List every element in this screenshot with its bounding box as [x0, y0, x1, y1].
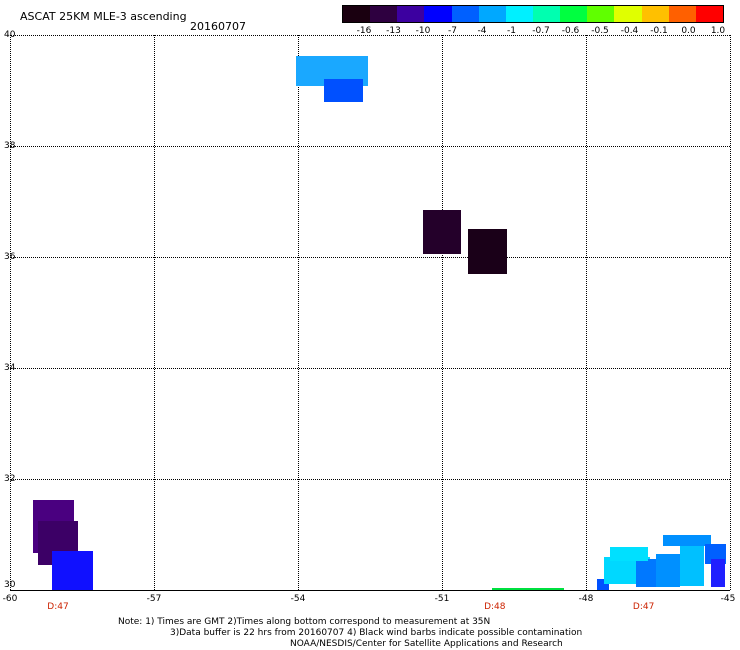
gridline-horizontal: [10, 35, 730, 36]
y-tick-label: 38: [4, 141, 16, 151]
data-cell: [324, 79, 363, 102]
colorbar-segment: [641, 6, 670, 22]
data-cell: [679, 544, 704, 586]
colorbar-segment: [614, 6, 643, 22]
x-axis-line: [10, 590, 730, 591]
time-label: D:48: [484, 602, 506, 612]
colorbar-tick-label: -16: [356, 26, 372, 36]
x-tick-label: -48: [578, 594, 594, 604]
colorbar-segment: [343, 6, 371, 22]
gridline-vertical: [586, 35, 587, 590]
gridline-vertical: [10, 35, 11, 590]
colorbar-segment: [397, 6, 425, 22]
gridline-horizontal: [10, 479, 730, 480]
data-cell: [492, 587, 565, 590]
x-tick-label: -60: [2, 594, 18, 604]
colorbar-tick-label: -4: [477, 26, 487, 36]
data-cell: [662, 534, 711, 546]
colorbar-tick-label: -0.5: [591, 26, 609, 36]
data-cell: [636, 559, 656, 588]
data-cell: [710, 559, 726, 588]
gridline-horizontal: [10, 257, 730, 258]
product-date: 20160707: [190, 20, 246, 33]
colorbar-tick-label: -10: [415, 26, 431, 36]
colorbar-tick-label: -0.4: [620, 26, 639, 36]
colorbar-segment: [560, 6, 588, 22]
colorbar-tick-label: -0.1: [650, 26, 668, 36]
colorbar-tick-label: 0.0: [681, 26, 696, 36]
colorbar-segment: [424, 6, 453, 22]
note-line-1: Note: 1) Times are GMT 2)Times along bot…: [118, 617, 491, 627]
colorbar-segment: [451, 6, 480, 22]
x-tick-label: -45: [720, 594, 736, 604]
note-line-2: 3)Data buffer is 22 hrs from 20160707 4)…: [170, 628, 583, 638]
colorbar-tick-label: -1: [507, 26, 516, 36]
colorbar-segment: [668, 6, 697, 22]
y-tick-label: 34: [4, 363, 16, 373]
data-cell: [610, 546, 649, 561]
colorbar-segment: [370, 6, 398, 22]
colorbar-segment: [533, 6, 561, 22]
gridline-vertical: [730, 35, 731, 590]
x-tick-label: -51: [434, 594, 450, 604]
time-label: D:47: [47, 602, 69, 612]
colorbar-segment: [695, 6, 724, 22]
data-cell: [704, 544, 727, 564]
gridline-vertical: [154, 35, 155, 590]
colorbar-tick-label: -13: [386, 26, 401, 36]
colorbar: [342, 5, 724, 23]
data-cell: [655, 553, 680, 588]
colorbar-tick-label: -7: [448, 26, 457, 36]
x-tick-label: -57: [146, 594, 162, 604]
y-tick-label: 30: [4, 580, 16, 590]
colorbar-tick-label: -0.7: [532, 26, 550, 36]
y-tick-label: 32: [4, 474, 16, 484]
data-cell: [52, 551, 93, 590]
colorbar-segment: [478, 6, 507, 22]
colorbar-tick-label: 1.0: [710, 26, 726, 36]
colorbar-segment: [587, 6, 615, 22]
note-line-3: NOAA/NESDIS/Center for Satellite Applica…: [290, 639, 563, 649]
y-tick-label: 40: [4, 30, 16, 40]
colorbar-segment: [505, 6, 534, 22]
product-title: ASCAT 25KM MLE-3 ascending: [20, 10, 187, 23]
gridline-horizontal: [10, 368, 730, 369]
gridline-vertical: [298, 35, 299, 590]
x-tick-label: -54: [290, 594, 306, 604]
gridline-horizontal: [10, 146, 730, 147]
y-tick-label: 36: [4, 252, 16, 262]
map-plot-area: [10, 35, 731, 591]
data-cell: [468, 229, 507, 274]
data-cell: [422, 209, 462, 255]
data-cell: [596, 578, 609, 590]
colorbar-tick-label: -0.6: [561, 26, 580, 36]
gridline-vertical: [442, 35, 443, 590]
time-label: D:47: [632, 602, 655, 612]
